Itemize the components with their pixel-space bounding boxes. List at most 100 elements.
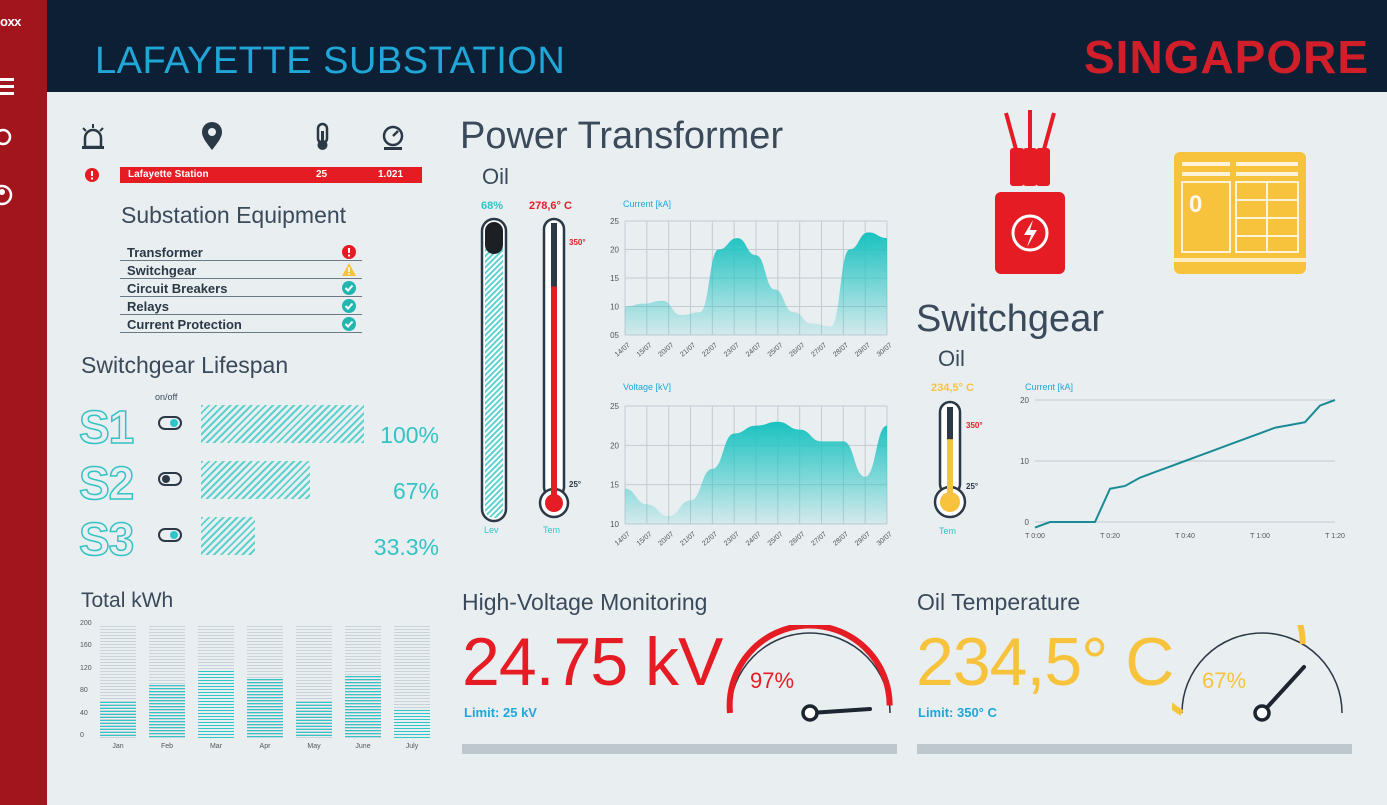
equipment-item[interactable]: Relays [120, 297, 362, 315]
oil-temp-fill [551, 286, 557, 499]
oil-temp-divider-bar [917, 744, 1352, 754]
equipment-item[interactable]: Circuit Breakers [120, 279, 362, 297]
station-temperature: 25 [316, 169, 328, 180]
kwh-bar[interactable] [345, 626, 381, 738]
equipment-label: Relays [127, 299, 169, 314]
y-tick-label: 10 [610, 303, 619, 312]
switchgear-unit-label: S2 [78, 456, 135, 510]
lifespan-title: Switchgear Lifespan [81, 352, 289, 378]
kwh-y-tick: 0 [80, 732, 84, 739]
x-tick-label: 25/07 [767, 342, 785, 359]
current-chart: Current [kA] 25 20 15 10 05 14/07 15/07 20/07 21/… [610, 199, 894, 359]
kwh-y-tick: 80 [80, 687, 88, 695]
kwh-bar[interactable] [100, 626, 136, 738]
x-tick-label: 15/07 [636, 342, 654, 359]
x-tick-label: 27/07 [810, 342, 828, 359]
temp-max-label: 350° [569, 238, 586, 247]
hamburger-menu-icon[interactable] [0, 76, 16, 98]
toggle-knob [162, 475, 170, 483]
lifespan-percent: 67% [392, 478, 439, 504]
on-off-toggle[interactable] [158, 528, 182, 542]
check-icon [342, 299, 356, 313]
kwh-bar[interactable] [149, 626, 185, 738]
equipment-label: Current Protection [127, 317, 242, 332]
equipment-label: Circuit Breakers [127, 281, 228, 296]
series-area [625, 421, 887, 524]
kwh-bar[interactable] [394, 626, 430, 738]
lifespan-bar [201, 405, 364, 443]
switchgear-illustration-icon: 0 [1174, 152, 1306, 274]
x-tick-label: 23/07 [723, 342, 741, 359]
x-tick-label: 20/07 [657, 531, 675, 548]
series-area [625, 232, 887, 335]
equipment-label: Switchgear [127, 263, 197, 278]
chart-title: Voltage [kV] [623, 382, 671, 392]
kwh-month-label: July [405, 743, 419, 750]
kwh-bar-fill [100, 702, 136, 738]
kwh-bar[interactable] [296, 626, 332, 738]
gauge-track [1181, 632, 1343, 714]
equipment-label: Transformer [127, 245, 203, 260]
equipment-item[interactable]: Switchgear [120, 261, 362, 279]
check-icon [342, 281, 356, 295]
oil-level-top [485, 222, 503, 254]
gauge-percent: 67% [1202, 668, 1246, 693]
x-tick-label: 25/07 [767, 531, 785, 548]
hv-title: High-Voltage Monitoring [462, 589, 708, 615]
check-icon [342, 317, 356, 331]
settings-icon[interactable] [0, 126, 16, 148]
user-icon[interactable] [0, 182, 16, 208]
on-off-toggle[interactable] [158, 416, 182, 430]
kwh-month-label: Feb [160, 743, 174, 750]
kwh-bar[interactable] [247, 626, 283, 738]
station-status-bar[interactable]: Lafayette Station 25 1.021 [120, 167, 422, 183]
x-tick-label: T 1:20 [1325, 533, 1345, 540]
app-logo: oxx [0, 14, 21, 29]
station-pressure: 1.021 [378, 169, 404, 180]
on-off-toggle[interactable] [158, 472, 182, 486]
lifespan-bar [201, 517, 255, 555]
x-tick-label: 21/07 [679, 531, 697, 548]
switchgear-unit-label: S1 [78, 400, 135, 454]
kwh-month-label: June [355, 743, 371, 750]
transformer-gauges: 350° 25° Lev Tem [480, 217, 586, 535]
y-tick-label: 20 [610, 441, 619, 450]
kwh-bar[interactable] [198, 626, 234, 738]
kwh-month-label: Jan [112, 743, 124, 750]
x-tick-label: 30/07 [876, 531, 894, 548]
oil-temp-limit: Limit: 350° C [918, 705, 997, 720]
x-tick-label: 21/07 [679, 342, 697, 359]
x-tick-label: 26/07 [788, 531, 806, 548]
x-tick-label: T 0:00 [1025, 533, 1045, 540]
y-tick-label: 25 [610, 402, 619, 411]
x-tick-label: 14/07 [614, 342, 632, 359]
x-tick-label: 29/07 [854, 531, 872, 548]
x-tick-label: 24/07 [745, 342, 763, 359]
sidebar [0, 0, 47, 805]
y-tick-label: 0 [1025, 518, 1030, 527]
kwh-y-tick: 200 [80, 620, 92, 627]
oil-level-fill [485, 239, 503, 518]
pressure-gauge-icon [382, 125, 404, 150]
kwh-y-tick: 160 [80, 642, 92, 650]
switchgear-thermometer: 350° 25° Tem [933, 400, 983, 536]
x-tick-label: 24/07 [745, 531, 763, 548]
y-tick-label: 15 [610, 481, 619, 490]
x-tick-label: 26/07 [788, 342, 806, 359]
kwh-bar-fill [345, 676, 381, 738]
switchgear-unit-label: S3 [78, 512, 135, 566]
kwh-bar-fill [296, 702, 332, 738]
equipment-item[interactable]: Current Protection [120, 315, 362, 333]
sg-temp-min-label: 25° [966, 482, 978, 491]
switchgear-temp-value: 234,5° C [931, 382, 974, 394]
header-bar [47, 0, 1387, 92]
equipment-item[interactable]: Transformer [120, 243, 362, 261]
hv-limit: Limit: 25 kV [464, 705, 537, 720]
y-tick-label: 05 [610, 331, 619, 340]
gauge-needle [1260, 665, 1306, 715]
oil-temp-gauge: 67% [1172, 625, 1343, 722]
voltage-chart: Voltage [kV] 25 20 15 10 14/07 15/07 20/07 21/07… [610, 382, 894, 548]
x-tick-label: 20/07 [657, 342, 675, 359]
x-tick-label: T 0:20 [1100, 533, 1120, 540]
oil-temp-big-value: 234,5° C [916, 624, 1174, 700]
